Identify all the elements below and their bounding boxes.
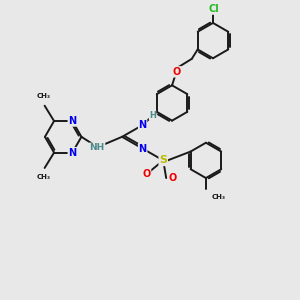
Text: O: O [169, 173, 177, 183]
Text: O: O [142, 169, 151, 179]
Text: NH: NH [89, 143, 105, 152]
Text: N: N [139, 144, 147, 154]
Text: CH₃: CH₃ [36, 174, 50, 180]
Text: N: N [68, 148, 76, 158]
Text: CH₃: CH₃ [211, 194, 225, 200]
Text: H: H [149, 111, 156, 120]
Text: N: N [68, 116, 76, 126]
Text: Cl: Cl [208, 4, 219, 14]
Text: S: S [159, 155, 167, 165]
Text: O: O [173, 67, 181, 77]
Text: N: N [139, 120, 147, 130]
Text: CH₃: CH₃ [36, 93, 50, 99]
